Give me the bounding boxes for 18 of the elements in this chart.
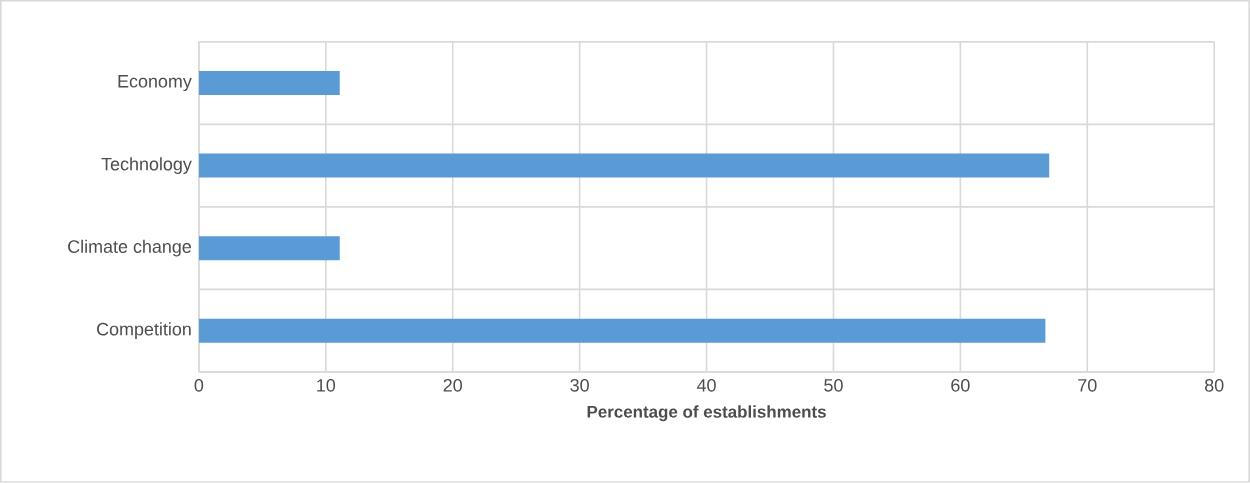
x-tick-label: 50: [824, 379, 843, 392]
y-tick-label: Technology: [101, 157, 192, 175]
bar: [198, 153, 1050, 178]
x-tick-label: 70: [1078, 379, 1097, 392]
x-tick-label: 0: [194, 379, 204, 392]
y-tick-label: Competition: [97, 322, 191, 340]
x-tick-label: 80: [1205, 379, 1224, 392]
bar: [198, 71, 340, 96]
x-tick-label: 40: [696, 379, 716, 392]
x-tick-label: 10: [317, 379, 336, 392]
x-tick-label: 20: [443, 379, 462, 392]
y-tick-label: Economy: [118, 75, 192, 92]
bar: [198, 236, 340, 261]
x-axis-title: Percentage of establishments: [587, 405, 826, 422]
x-tick-label: 60: [951, 379, 970, 392]
bar: [198, 318, 1046, 343]
y-tick-label: Climate change: [68, 239, 192, 257]
x-tick-label: 30: [570, 379, 589, 392]
